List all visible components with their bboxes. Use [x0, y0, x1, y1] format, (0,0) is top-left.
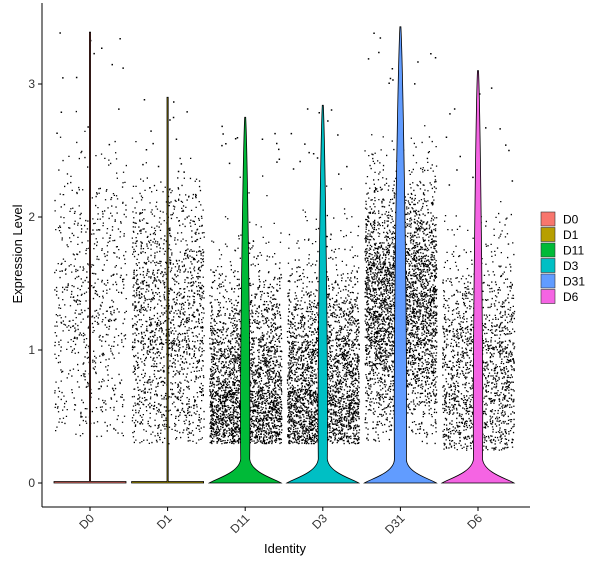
- x-tick-label-D0: D0: [76, 511, 97, 532]
- legend-swatch-D6: [540, 289, 556, 304]
- x-tick-label-D31: D31: [382, 511, 408, 537]
- violin-D3: [285, 104, 361, 484]
- legend-swatch-D31: [540, 273, 556, 289]
- x-axis-title: Identity: [264, 541, 306, 556]
- jitter-points: [54, 32, 516, 451]
- legend-label-D0: D0: [563, 213, 579, 227]
- legend-swatch-D1: [540, 227, 556, 242]
- legend-swatch-D3: [540, 258, 556, 273]
- legend-swatch-D0: [540, 211, 556, 227]
- points-D1: [131, 99, 205, 445]
- y-tick-label: 2: [28, 210, 35, 224]
- x-tick-label-D11: D11: [227, 511, 252, 536]
- x-tick-label-D3: D3: [309, 511, 330, 532]
- legend-label-D6: D6: [563, 290, 579, 304]
- violin-D31: [363, 26, 438, 484]
- y-tick-label: 0: [28, 476, 35, 490]
- point-cloud-D6: [442, 87, 516, 451]
- point-cloud-D11: [209, 125, 283, 445]
- violin-D6: [440, 70, 516, 484]
- point-cloud-D1: [131, 99, 205, 445]
- violins: [53, 26, 516, 484]
- violin-D0: [53, 31, 127, 484]
- x-tick-label-D6: D6: [464, 511, 485, 532]
- y-axis-title: Expression Level: [10, 204, 25, 303]
- y-tick-label: 1: [28, 343, 35, 357]
- legend-label-D11: D11: [563, 244, 584, 258]
- points-D6: [442, 87, 516, 451]
- y-ticks: 0 1 2 3: [28, 77, 42, 490]
- legend-label-D1: D1: [563, 228, 579, 242]
- axes: [41, 3, 530, 508]
- x-ticks: D0 D1 D11 D3 D31 D6: [76, 507, 485, 537]
- y-tick-label: 3: [28, 77, 35, 91]
- violin-D11: [207, 116, 283, 484]
- x-tick-label-D1: D1: [154, 511, 175, 532]
- legend-label-D3: D3: [563, 259, 579, 273]
- violin-D1: [131, 96, 204, 484]
- points-D11: [209, 125, 283, 445]
- legend-label-D31: D31: [563, 275, 585, 289]
- legend-swatch-D11: [540, 242, 556, 258]
